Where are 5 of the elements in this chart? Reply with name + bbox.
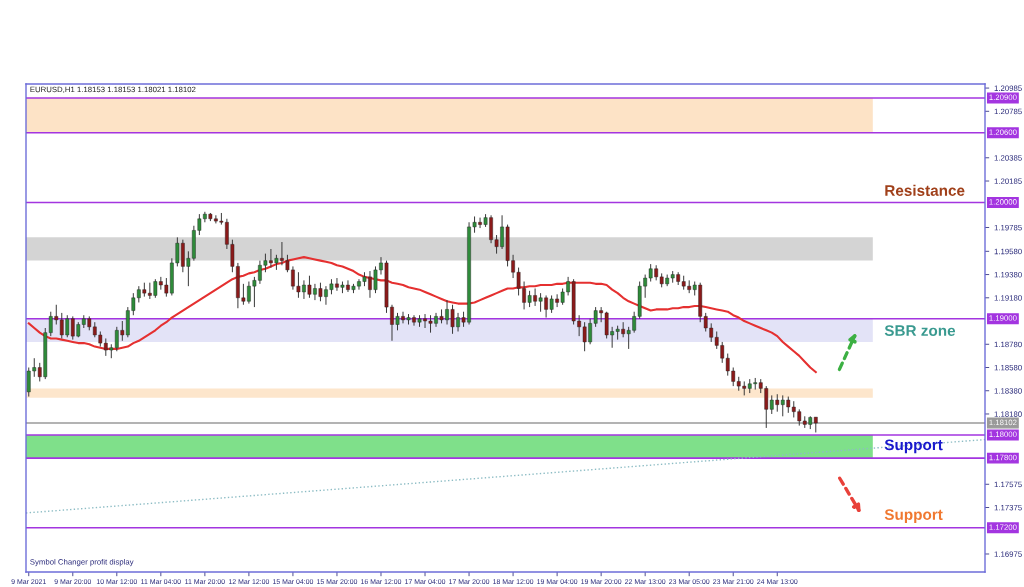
text: Support: [884, 509, 943, 523]
text: SBR zone: [884, 325, 956, 337]
line-series: [27, 256, 817, 374]
text: Support: [884, 439, 943, 454]
text: Resistance: [885, 184, 965, 196]
